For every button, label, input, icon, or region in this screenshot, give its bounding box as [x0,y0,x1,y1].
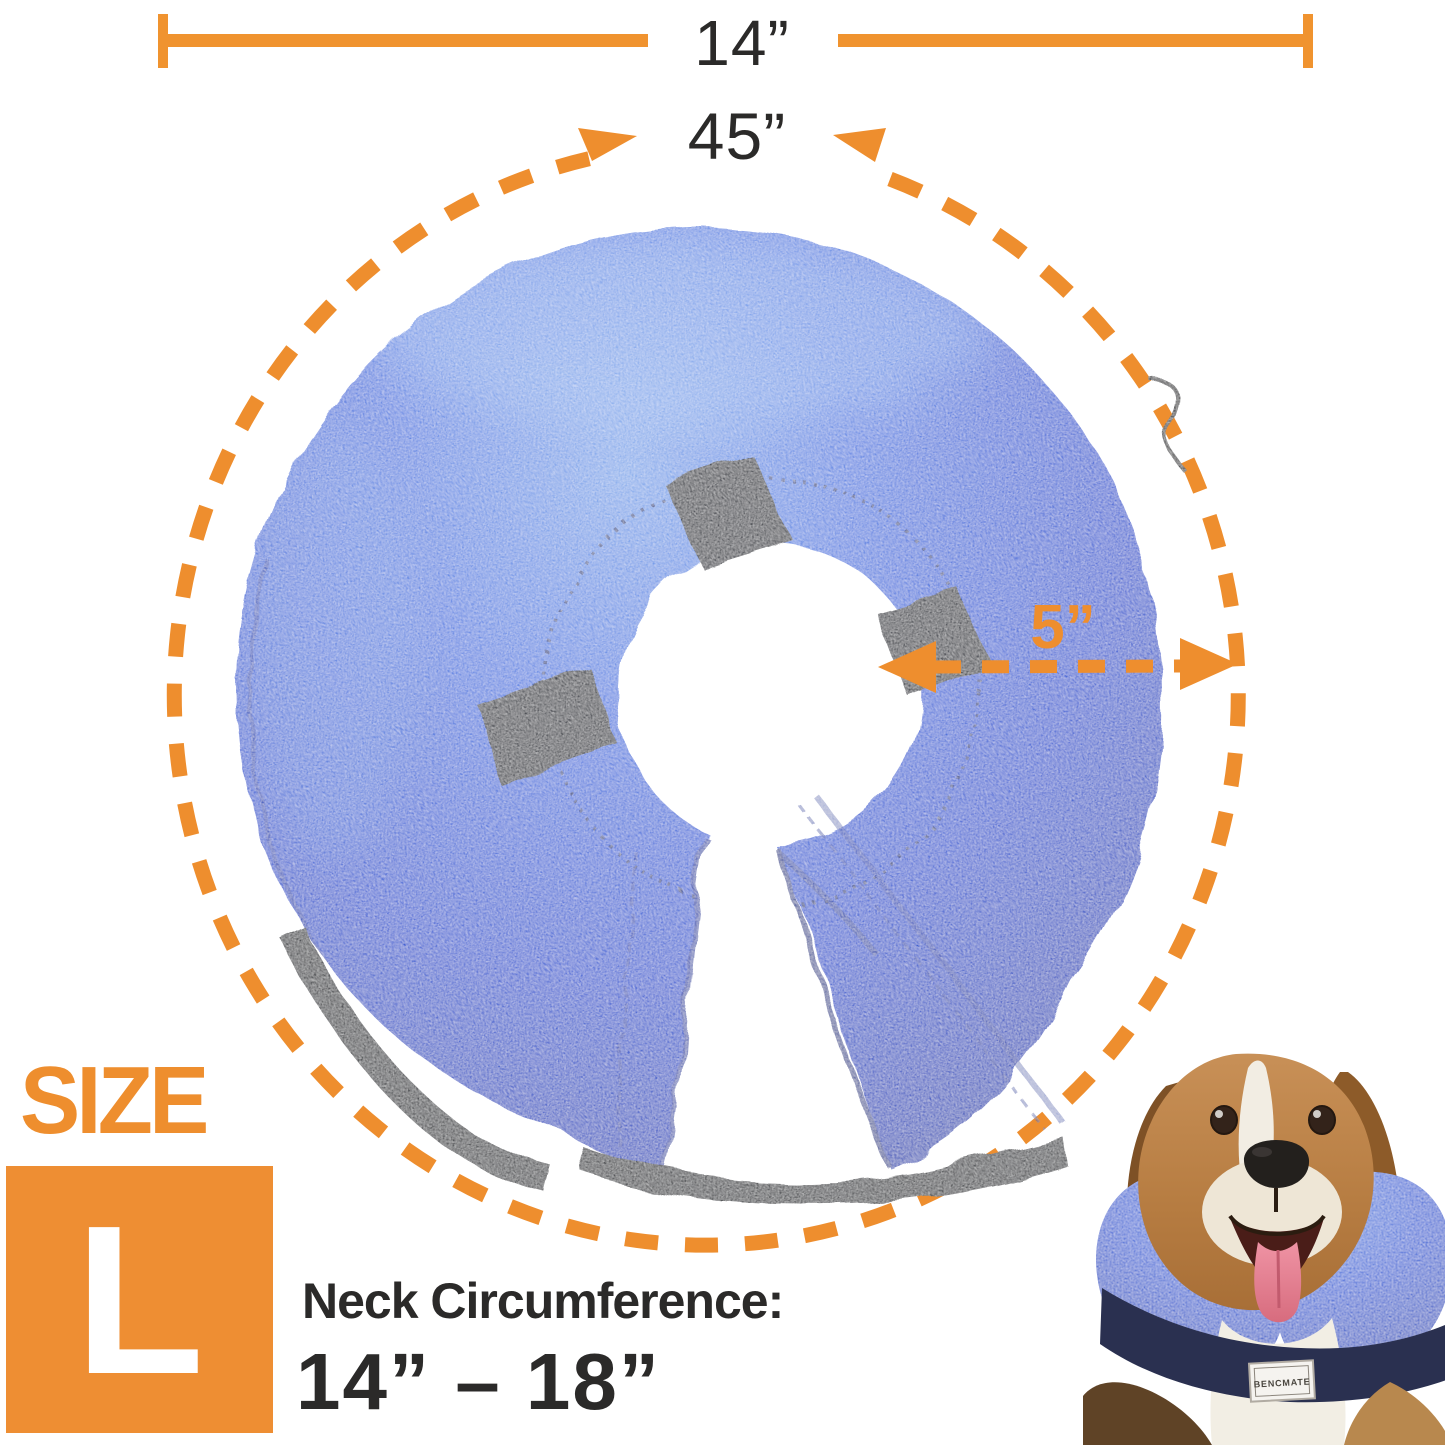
edge-velcro-strap [279,926,553,1194]
neck-circumference-caption: Neck Circumference: [302,1273,784,1329]
brand-tag: BENCMATE [1247,1359,1316,1403]
size-badge: L [6,1166,273,1433]
dog-body-left [1083,1382,1212,1445]
size-heading: SIZE [20,1047,209,1154]
circumference-dashed-circle [166,128,1246,1253]
inner-strap-top [664,455,793,568]
inner-diameter-arrowhead-right [1180,638,1238,690]
bottom-strap [582,1136,1066,1205]
hole-stitch-ring [544,474,980,910]
inner-diameter-arrow [878,638,1238,693]
brand-tag-label: BENCMATE [1253,1377,1310,1390]
collar-product-image [236,226,1188,1205]
slit-left-edge-seam [662,837,710,1171]
size-letter: L [74,1180,205,1418]
slit-right-edge-seam [774,847,892,1168]
right-lobe-crease [810,791,1063,1122]
circumference-arrowhead-right [833,128,886,162]
circumference-label: 45” [687,99,787,173]
width-measure-line [158,14,1313,68]
circumference-arrowhead-left [578,128,637,161]
neck-range-value: 14” – 18” [296,1337,661,1426]
dog-eyes [1210,1105,1336,1135]
valve-cord [1149,377,1188,474]
inner-strap-left [478,668,618,786]
inner-diameter-label: 5” [1030,593,1096,662]
dog-photo: BENCMATE [1083,1053,1445,1445]
dog-body-right [1344,1382,1445,1445]
width-measure-label: 14” [694,7,790,79]
dog-collar-strap [1100,1288,1445,1403]
inner-diameter-arrowhead-left [878,641,936,693]
